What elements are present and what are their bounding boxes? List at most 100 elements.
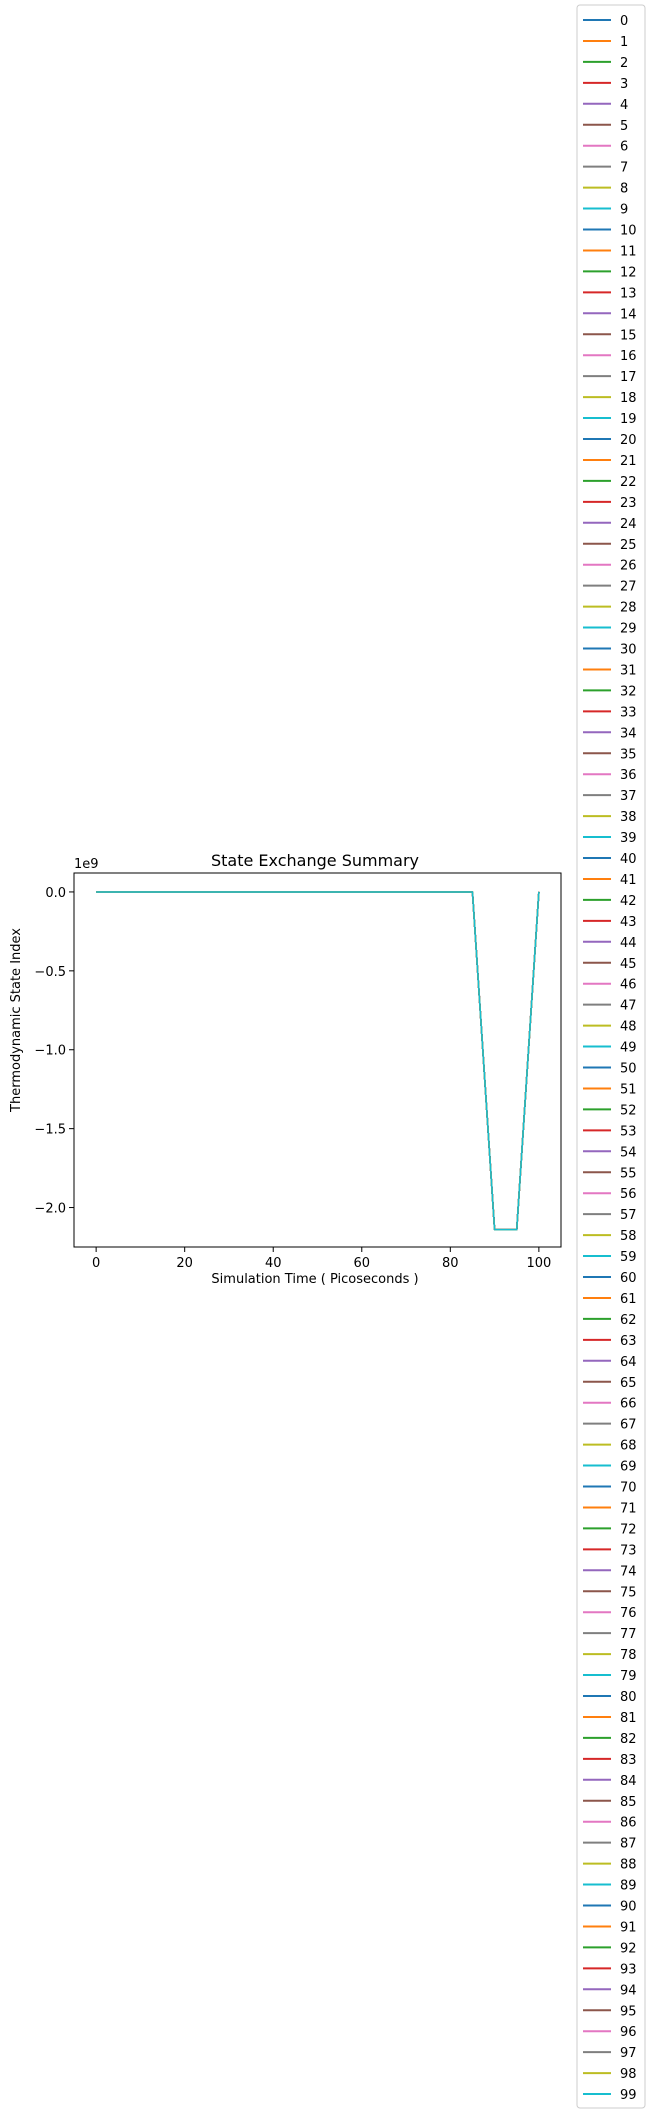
- series-line-97: [96, 891, 540, 1231]
- y-tick-label: 0.0: [45, 886, 66, 901]
- legend-label-24: 24: [620, 517, 637, 532]
- series-line-96: [96, 891, 540, 1231]
- series-line-22: [96, 891, 540, 1231]
- series-line-76: [96, 891, 540, 1231]
- legend-label-88: 88: [620, 1858, 637, 1873]
- series-line-42: [96, 891, 540, 1231]
- legend-label-82: 82: [620, 1732, 637, 1747]
- series-line-75: [96, 891, 540, 1231]
- legend-label-60: 60: [620, 1271, 637, 1286]
- series-line-64: [96, 891, 540, 1231]
- legend-label-43: 43: [620, 915, 637, 930]
- series-line-66: [96, 891, 540, 1231]
- series-line-19: [96, 891, 540, 1231]
- legend-label-25: 25: [620, 538, 637, 553]
- series-line-62: [96, 891, 540, 1231]
- legend-label-72: 72: [620, 1522, 637, 1537]
- legend-label-78: 78: [620, 1648, 637, 1663]
- series-line-56: [96, 891, 540, 1231]
- legend-label-13: 13: [620, 286, 637, 301]
- series-line-39: [96, 891, 540, 1231]
- legend: 0123456789101112131415161718192021222324…: [576, 4, 646, 2109]
- legend-label-67: 67: [620, 1418, 637, 1433]
- series-line-8: [96, 891, 540, 1231]
- series-line-68: [96, 891, 540, 1231]
- series-line-9: [96, 891, 540, 1231]
- legend-label-54: 54: [620, 1145, 637, 1160]
- series-line-45: [96, 891, 540, 1231]
- legend-label-84: 84: [620, 1774, 637, 1789]
- series-line-20: [96, 891, 540, 1231]
- series-line-16: [96, 891, 540, 1231]
- series-line-71: [96, 891, 540, 1231]
- series-line-35: [96, 891, 540, 1231]
- y-axis-label: Thermodynamic State Index: [9, 928, 24, 1113]
- legend-label-74: 74: [620, 1564, 637, 1579]
- series-line-81: [96, 891, 540, 1231]
- legend-label-1: 1: [620, 35, 628, 50]
- series-line-24: [96, 891, 540, 1231]
- legend-label-2: 2: [620, 56, 628, 71]
- series-line-69: [96, 891, 540, 1231]
- series-line-29: [96, 891, 540, 1231]
- series-line-78: [96, 891, 540, 1231]
- series-line-40: [96, 891, 540, 1231]
- legend-label-77: 77: [620, 1627, 637, 1642]
- series-line-89: [96, 891, 540, 1231]
- x-tick-label: 0: [92, 1256, 100, 1271]
- legend-label-31: 31: [620, 663, 637, 678]
- legend-label-81: 81: [620, 1711, 637, 1726]
- legend-label-42: 42: [620, 894, 637, 909]
- legend-label-50: 50: [620, 1062, 637, 1077]
- legend-label-47: 47: [620, 999, 637, 1014]
- series-line-43: [96, 891, 540, 1231]
- legend-label-38: 38: [620, 810, 637, 825]
- y-axis-offset-label: 1e9: [74, 857, 99, 872]
- y-tick-label: −2.0: [34, 1202, 66, 1217]
- series-line-55: [96, 891, 540, 1231]
- series-line-49: [96, 891, 540, 1231]
- legend-label-35: 35: [620, 747, 637, 762]
- legend-label-48: 48: [620, 1020, 637, 1035]
- series-line-98: [96, 891, 540, 1231]
- chart-title: State Exchange Summary: [211, 851, 419, 870]
- series-line-60: [96, 891, 540, 1231]
- legend-label-29: 29: [620, 622, 637, 637]
- legend-label-39: 39: [620, 831, 637, 846]
- legend-label-62: 62: [620, 1313, 637, 1328]
- series-line-84: [96, 891, 540, 1231]
- series-line-28: [96, 891, 540, 1231]
- series-line-51: [96, 891, 540, 1231]
- series-line-63: [96, 891, 540, 1231]
- series-line-23: [96, 891, 540, 1231]
- legend-label-27: 27: [620, 580, 637, 595]
- legend-label-71: 71: [620, 1501, 637, 1516]
- series-line-15: [96, 891, 540, 1231]
- legend-label-66: 66: [620, 1397, 637, 1412]
- series-line-88: [96, 891, 540, 1231]
- series-line-85: [96, 891, 540, 1231]
- legend-label-18: 18: [620, 391, 637, 406]
- legend-label-73: 73: [620, 1543, 637, 1558]
- series-line-48: [96, 891, 540, 1231]
- series-line-54: [96, 891, 540, 1231]
- legend-label-53: 53: [620, 1124, 637, 1139]
- series-line-79: [96, 891, 540, 1231]
- legend-label-56: 56: [620, 1187, 637, 1202]
- series-line-0: [96, 891, 540, 1231]
- legend-label-9: 9: [620, 203, 628, 218]
- series-line-58: [96, 891, 540, 1231]
- legend-label-52: 52: [620, 1103, 637, 1118]
- legend-label-11: 11: [620, 244, 637, 259]
- y-tick-label: −0.5: [34, 965, 66, 980]
- legend-label-28: 28: [620, 601, 637, 616]
- legend-label-26: 26: [620, 559, 637, 574]
- series-line-59: [96, 891, 540, 1231]
- legend-label-83: 83: [620, 1753, 637, 1768]
- legend-label-65: 65: [620, 1376, 637, 1391]
- y-tick-label: −1.5: [34, 1123, 66, 1138]
- legend-label-86: 86: [620, 1816, 637, 1831]
- series-line-92: [96, 891, 540, 1231]
- legend-label-98: 98: [620, 2067, 637, 2082]
- legend-label-92: 92: [620, 1941, 637, 1956]
